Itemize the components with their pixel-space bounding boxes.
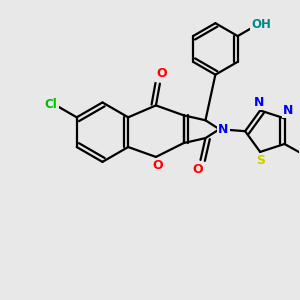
Text: O: O — [157, 67, 167, 80]
Text: N: N — [254, 96, 264, 109]
Text: Cl: Cl — [44, 98, 57, 111]
Text: O: O — [192, 163, 203, 176]
Text: OH: OH — [251, 18, 271, 31]
Text: N: N — [283, 104, 294, 117]
Text: S: S — [256, 154, 265, 167]
Text: O: O — [153, 159, 163, 172]
Text: N: N — [218, 123, 229, 136]
